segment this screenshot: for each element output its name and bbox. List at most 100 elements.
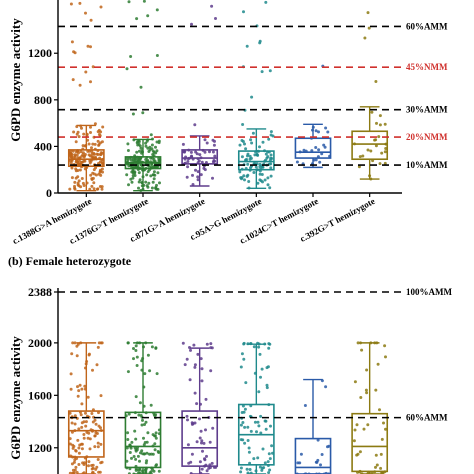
data-point bbox=[211, 138, 215, 142]
data-point bbox=[296, 461, 300, 465]
data-point bbox=[96, 187, 100, 191]
data-point bbox=[75, 132, 79, 136]
data-point bbox=[77, 135, 81, 139]
data-point bbox=[319, 463, 322, 467]
data-point bbox=[94, 155, 97, 159]
data-point bbox=[382, 421, 385, 425]
data-point bbox=[261, 140, 265, 144]
data-point bbox=[264, 427, 268, 431]
panel-a: G6PD enzyme activity 0 400 800 1200 60%AMM 4… bbox=[8, 0, 448, 246]
data-point bbox=[185, 414, 189, 418]
data-point bbox=[127, 412, 131, 416]
data-point bbox=[96, 458, 100, 461]
data-point bbox=[202, 441, 206, 445]
data-point bbox=[246, 162, 250, 166]
data-point bbox=[315, 460, 319, 464]
data-point bbox=[73, 51, 77, 55]
data-point bbox=[194, 168, 197, 172]
data-point bbox=[137, 171, 141, 175]
data-point bbox=[195, 440, 199, 444]
data-point bbox=[353, 428, 357, 432]
data-point bbox=[77, 427, 81, 431]
data-point bbox=[138, 459, 141, 463]
data-point bbox=[260, 173, 264, 176]
data-point bbox=[98, 185, 102, 188]
data-point bbox=[246, 425, 250, 429]
data-point bbox=[154, 346, 158, 350]
data-point bbox=[98, 168, 102, 172]
data-point bbox=[242, 410, 246, 414]
data-point bbox=[100, 187, 104, 191]
data-point bbox=[82, 132, 86, 136]
data-point bbox=[247, 450, 251, 454]
data-point bbox=[133, 170, 137, 174]
data-point bbox=[89, 18, 93, 22]
data-point bbox=[241, 421, 245, 424]
data-point bbox=[150, 143, 154, 147]
data-point bbox=[75, 344, 79, 348]
data-point bbox=[126, 341, 130, 345]
data-point bbox=[80, 387, 84, 391]
data-point bbox=[212, 143, 216, 147]
data-point bbox=[366, 11, 370, 15]
data-point bbox=[82, 420, 86, 424]
data-point bbox=[78, 163, 82, 167]
data-point bbox=[365, 391, 369, 395]
data-point bbox=[241, 123, 245, 126]
data-point bbox=[154, 186, 158, 189]
data-point bbox=[87, 464, 90, 468]
data-point bbox=[326, 130, 330, 134]
data-point bbox=[72, 471, 76, 474]
data-point bbox=[97, 341, 101, 345]
data-point bbox=[143, 372, 147, 376]
data-point bbox=[86, 44, 90, 48]
data-point bbox=[69, 372, 73, 376]
data-point bbox=[192, 343, 196, 347]
data-point bbox=[258, 352, 262, 356]
data-point bbox=[144, 144, 148, 148]
data-point bbox=[158, 181, 161, 185]
box bbox=[351, 412, 389, 473]
data-point bbox=[153, 442, 157, 446]
data-point bbox=[151, 180, 155, 184]
data-point bbox=[89, 80, 92, 84]
data-point bbox=[239, 466, 243, 470]
data-point bbox=[188, 378, 192, 382]
data-point bbox=[253, 153, 257, 157]
data-point bbox=[126, 438, 130, 441]
data-point bbox=[245, 467, 249, 471]
data-point bbox=[155, 372, 159, 376]
data-point bbox=[73, 187, 77, 191]
data-point bbox=[134, 344, 138, 348]
data-point bbox=[263, 419, 267, 423]
data-point bbox=[90, 464, 94, 467]
data-point bbox=[213, 159, 217, 163]
reference-label: 100%AMM bbox=[406, 287, 452, 297]
data-point bbox=[201, 449, 204, 453]
panel-a-axes bbox=[57, 0, 402, 197]
data-point bbox=[268, 457, 272, 461]
data-point bbox=[144, 461, 148, 465]
data-point bbox=[244, 147, 248, 151]
data-point bbox=[157, 451, 161, 454]
data-point bbox=[70, 154, 73, 158]
data-point bbox=[374, 144, 378, 148]
data-point bbox=[154, 145, 157, 149]
data-point bbox=[378, 408, 381, 412]
data-point bbox=[360, 348, 364, 352]
data-point bbox=[140, 423, 144, 427]
data-point bbox=[76, 169, 80, 172]
y-tick-label: 1600 bbox=[28, 388, 52, 402]
data-point bbox=[374, 80, 378, 83]
data-point bbox=[240, 155, 244, 159]
data-point bbox=[356, 452, 360, 456]
data-point bbox=[135, 17, 139, 21]
data-point bbox=[143, 441, 147, 444]
data-point bbox=[135, 364, 139, 367]
data-point bbox=[90, 146, 93, 150]
data-point bbox=[92, 187, 96, 191]
data-point bbox=[145, 159, 149, 163]
data-point bbox=[186, 165, 190, 169]
data-point bbox=[258, 172, 262, 176]
data-point bbox=[198, 460, 202, 464]
